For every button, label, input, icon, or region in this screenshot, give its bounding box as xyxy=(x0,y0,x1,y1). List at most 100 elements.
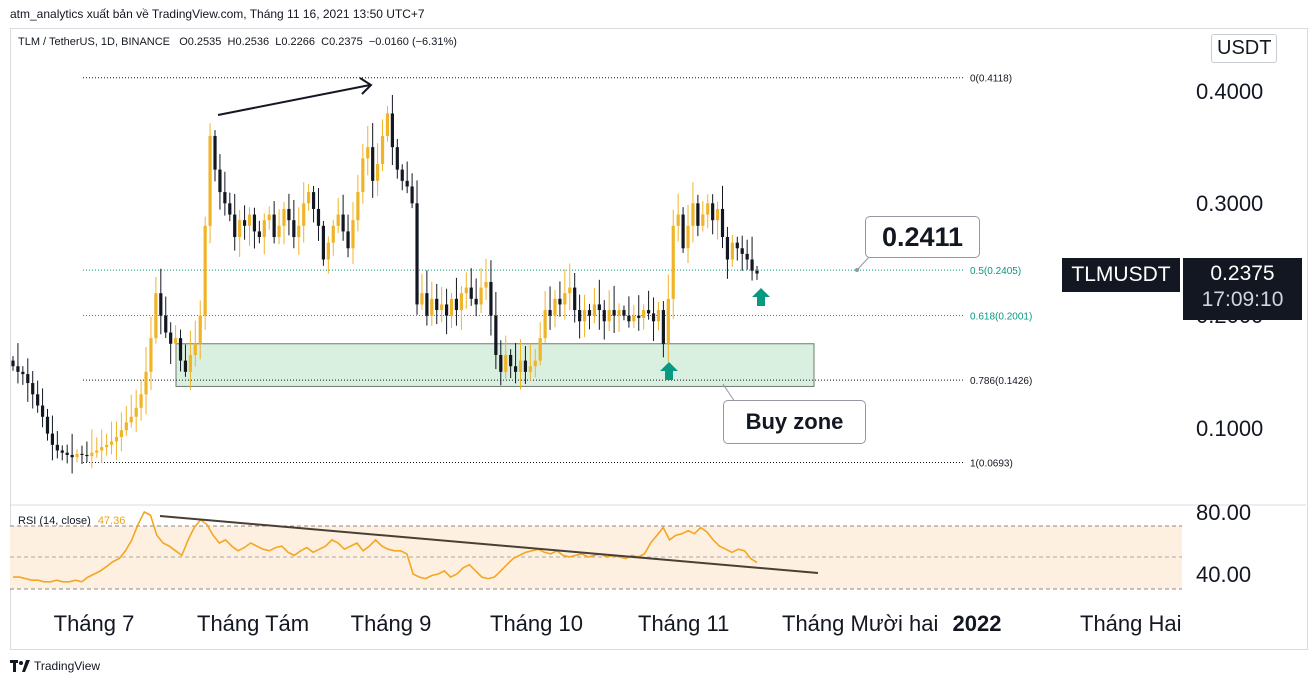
candle-body xyxy=(361,158,365,193)
candle-body xyxy=(750,259,754,271)
fib-level-label: 1(0.0693) xyxy=(970,458,1013,469)
close-value: C0.2375 xyxy=(321,36,363,48)
candle-body xyxy=(509,354,513,367)
candle-body xyxy=(523,360,528,372)
candle-body xyxy=(425,293,429,316)
candle-body xyxy=(129,416,133,423)
candle-body xyxy=(568,287,572,294)
candle-body xyxy=(735,242,739,249)
candle-body xyxy=(109,441,114,445)
candle-body xyxy=(36,394,40,406)
fib-level-label: 0.786(0.1426) xyxy=(970,376,1032,387)
candle-body xyxy=(730,242,734,260)
candle-body xyxy=(55,444,59,451)
candle-body xyxy=(198,315,202,344)
candle-body xyxy=(50,433,55,445)
candle-body xyxy=(582,310,587,322)
brand-name: TradingView xyxy=(34,659,101,673)
candle-body xyxy=(257,231,261,238)
low-value: L0.2266 xyxy=(275,36,315,48)
candle-body xyxy=(440,304,444,311)
time-axis-label: Tháng Mười hai xyxy=(782,611,939,636)
candle-body xyxy=(622,310,626,316)
candle-body xyxy=(11,360,15,367)
candle-body xyxy=(420,293,424,305)
rsi-axis-label: 40.00 xyxy=(1196,562,1252,587)
candle-body xyxy=(193,343,197,355)
currency-unit-button[interactable]: USDT xyxy=(1211,34,1278,63)
candle-body xyxy=(119,430,123,437)
candle-body xyxy=(666,298,670,344)
candle-body xyxy=(124,422,128,431)
up-arrow-icon xyxy=(752,288,770,306)
time-axis-label: Tháng Tám xyxy=(197,611,310,636)
candle-body xyxy=(139,394,143,408)
candle-body xyxy=(376,164,380,181)
chart-frame xyxy=(10,28,1308,650)
rsi-trendline xyxy=(159,515,819,574)
candle-body xyxy=(459,293,463,311)
callout-pointer xyxy=(856,255,871,271)
candle-body xyxy=(70,454,74,458)
up-arrow-icon xyxy=(660,362,678,380)
candle-body xyxy=(725,237,730,260)
tradingview-brand[interactable]: TradingView xyxy=(10,659,100,673)
rsi-indicator-label[interactable]: RSI (14, close) 47.36 xyxy=(18,515,125,527)
candle-body xyxy=(711,203,715,221)
candle-body xyxy=(380,135,385,165)
fib-level-label: 0.618(0.2001) xyxy=(970,312,1032,323)
rsi-value: 47.36 xyxy=(97,515,126,527)
candle-body xyxy=(435,298,439,311)
fib-level-label: 0.5(0.2405) xyxy=(970,266,1021,277)
buy-zone-callout[interactable]: Buy zone xyxy=(723,400,866,444)
candle-body xyxy=(449,298,454,316)
candle-body xyxy=(597,304,601,311)
candle-body xyxy=(85,454,89,457)
price-target-callout[interactable]: 0.2411 xyxy=(865,216,980,258)
candle-body xyxy=(504,354,508,372)
candle-body xyxy=(538,338,542,361)
candle-body xyxy=(26,374,30,384)
rsi-line xyxy=(13,510,758,583)
candle-body xyxy=(183,360,188,372)
candle-body xyxy=(208,135,212,226)
candle-body xyxy=(178,338,183,361)
candle-body xyxy=(661,310,665,344)
candle-body xyxy=(405,180,409,187)
candle-body xyxy=(518,360,523,372)
candle-body xyxy=(297,225,301,238)
candle-body xyxy=(395,147,399,170)
candle-body xyxy=(430,298,434,316)
candle-body xyxy=(681,214,685,249)
candle-body xyxy=(385,113,390,136)
candle-body xyxy=(144,371,148,395)
candle-body xyxy=(371,147,375,181)
attribution-text: atm_analytics xuất bản về TradingView.co… xyxy=(10,7,425,21)
candle-body xyxy=(213,135,217,170)
candle-body xyxy=(242,220,247,226)
candle-body xyxy=(553,298,557,316)
bar-countdown: 17:09:10 xyxy=(1201,288,1284,311)
candle-body xyxy=(336,214,340,226)
trend-arrow-head xyxy=(359,77,373,95)
candle-body xyxy=(390,113,394,148)
candle-body xyxy=(627,315,631,322)
candle-body xyxy=(326,242,330,260)
last-price-value: 0.2375 xyxy=(1210,262,1275,285)
candle-body xyxy=(494,315,498,355)
high-value: H0.2536 xyxy=(227,36,270,48)
candle-body xyxy=(114,436,119,442)
candle-body xyxy=(311,192,316,209)
rsi-name: RSI (14, close) xyxy=(18,515,91,527)
candle-body xyxy=(16,366,20,372)
candle-body xyxy=(154,293,158,339)
candle-body xyxy=(159,293,163,316)
candle-body xyxy=(267,214,271,221)
candle-body xyxy=(740,248,744,254)
candle-body xyxy=(671,225,675,299)
rsi-axis-label: 80.00 xyxy=(1196,500,1252,525)
candle-body xyxy=(45,416,50,434)
time-axis-label: Tháng 11 xyxy=(638,611,730,636)
candle-body xyxy=(647,310,651,314)
